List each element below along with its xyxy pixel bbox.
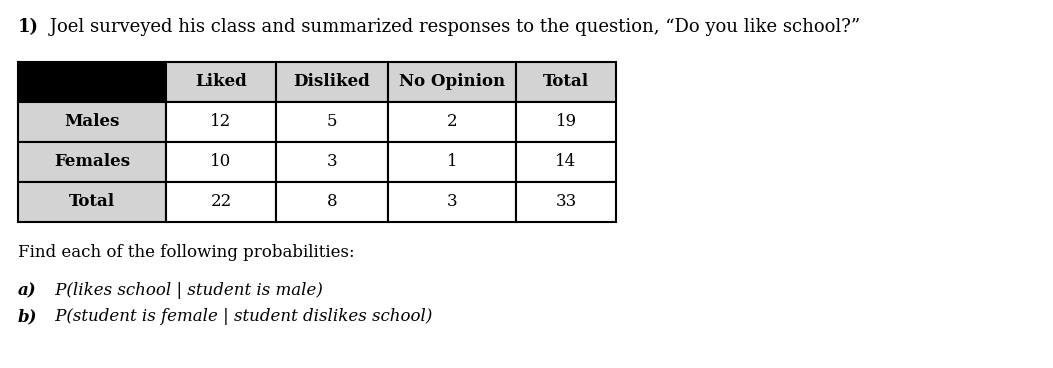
Text: 5: 5 [326,113,337,131]
Text: P(likes school | student is male): P(likes school | student is male) [49,282,323,299]
Text: Find each of the following probabilities:: Find each of the following probabilities… [18,244,355,261]
Text: Liked: Liked [195,74,246,91]
Bar [516,182,616,222]
Text: 3: 3 [326,153,337,170]
Bar [18,102,166,142]
Text: 22: 22 [211,194,232,210]
Text: Males: Males [64,113,120,131]
Text: b): b) [18,308,38,325]
Bar [18,182,166,222]
Text: 8: 8 [326,194,337,210]
Bar [276,142,388,182]
Bar [166,182,276,222]
Text: 12: 12 [211,113,232,131]
Text: 2: 2 [446,113,457,131]
Text: 1: 1 [446,153,457,170]
Bar [166,102,276,142]
Bar [516,142,616,182]
Text: Joel surveyed his class and summarized responses to the question, “Do you like s: Joel surveyed his class and summarized r… [44,18,860,36]
Bar [18,62,166,102]
Bar [388,62,516,102]
Text: Disliked: Disliked [294,74,371,91]
Text: 10: 10 [211,153,232,170]
Bar [388,142,516,182]
Text: Total: Total [543,74,589,91]
Bar [166,62,276,102]
Text: 1): 1) [18,18,39,36]
Bar [388,102,516,142]
Bar [516,62,616,102]
Bar [516,102,616,142]
Text: Females: Females [54,153,130,170]
Bar [388,182,516,222]
Bar [276,182,388,222]
Text: 33: 33 [555,194,577,210]
Text: Total: Total [68,194,115,210]
Text: P(student is female | student dislikes school): P(student is female | student dislikes s… [49,308,433,325]
Text: a): a) [18,282,37,299]
Text: No Opinion: No Opinion [399,74,505,91]
Bar [276,102,388,142]
Bar [276,62,388,102]
Text: 19: 19 [555,113,577,131]
Text: 3: 3 [446,194,457,210]
Bar [18,142,166,182]
Bar [166,142,276,182]
Text: 14: 14 [555,153,577,170]
